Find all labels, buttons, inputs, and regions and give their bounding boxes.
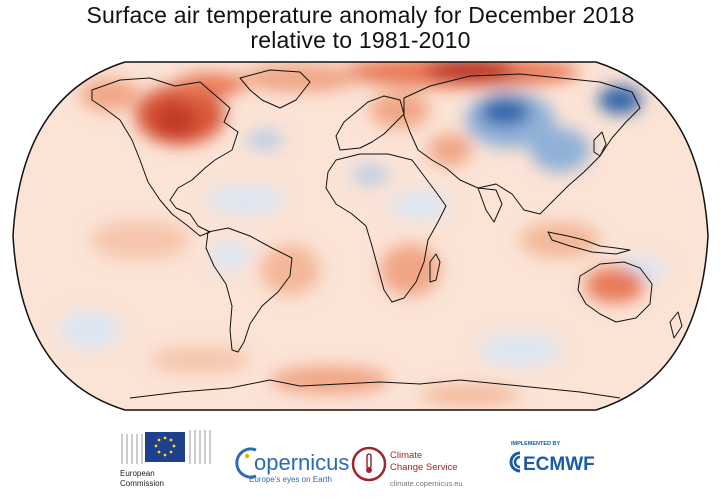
coast-africa bbox=[325, 153, 447, 303]
coast-australia bbox=[577, 261, 653, 323]
map-title-line-1: Surface air temperature anomaly for Dece… bbox=[86, 2, 635, 28]
coast-india bbox=[477, 187, 503, 223]
globe-outline bbox=[12, 61, 709, 411]
logo-footer: European Commission opernicus Europe's e… bbox=[0, 420, 721, 494]
copernicus-wordmark: opernicus bbox=[254, 450, 349, 475]
thermometer-icon bbox=[366, 453, 372, 469]
eu-flag-icon bbox=[145, 432, 185, 462]
ecmwf-c-icon bbox=[509, 451, 521, 473]
coast-new-zealand bbox=[669, 311, 683, 339]
copernicus-dot-icon bbox=[244, 453, 250, 459]
ecmwf-caption: IMPLEMENTED BY bbox=[511, 441, 561, 447]
coast-north-america bbox=[91, 77, 239, 237]
eu-stars-icon bbox=[154, 436, 176, 457]
c3s-url: climate.copernicus.eu bbox=[390, 479, 463, 488]
ecmwf-wordmark: ECMWF bbox=[523, 454, 595, 475]
coast-madagascar bbox=[429, 253, 441, 283]
eu-label-line-1: European bbox=[120, 469, 155, 478]
coast-japan bbox=[593, 131, 607, 157]
copernicus-logo: opernicus Europe's eyes on Earth bbox=[235, 447, 349, 484]
coast-greenland bbox=[239, 69, 311, 109]
eu-commission-logo: European Commission bbox=[120, 430, 211, 488]
logo-strip: European Commission opernicus Europe's e… bbox=[120, 430, 595, 488]
c3s-label-line-1: Climate bbox=[390, 450, 422, 461]
coast-asia bbox=[403, 73, 641, 215]
c3s-ring-icon bbox=[351, 446, 387, 482]
coast-europe bbox=[335, 95, 405, 151]
coast-indonesia bbox=[547, 231, 631, 255]
eu-building-icon bbox=[121, 430, 211, 464]
eu-label-line-2: Commission bbox=[120, 479, 164, 488]
copernicus-c-icon bbox=[235, 447, 257, 479]
ecmwf-inner-c-icon bbox=[513, 455, 521, 469]
ecmwf-logo: IMPLEMENTED BY ECMWF bbox=[509, 441, 595, 475]
c3s-label-line-2: Change Service bbox=[390, 462, 458, 473]
coast-antarctica bbox=[129, 379, 621, 399]
anomaly-field bbox=[13, 62, 708, 410]
thermometer-bulb-icon bbox=[366, 467, 372, 473]
coast-south-america bbox=[205, 227, 293, 353]
c3s-logo: Climate Change Service climate.copernicu… bbox=[351, 446, 463, 488]
copernicus-tagline: Europe's eyes on Earth bbox=[249, 475, 332, 484]
world-anomaly-map bbox=[12, 61, 709, 411]
map-title-line-2: relative to 1981-2010 bbox=[250, 27, 471, 53]
anomaly-blobs bbox=[60, 62, 665, 405]
coastlines bbox=[91, 69, 683, 399]
